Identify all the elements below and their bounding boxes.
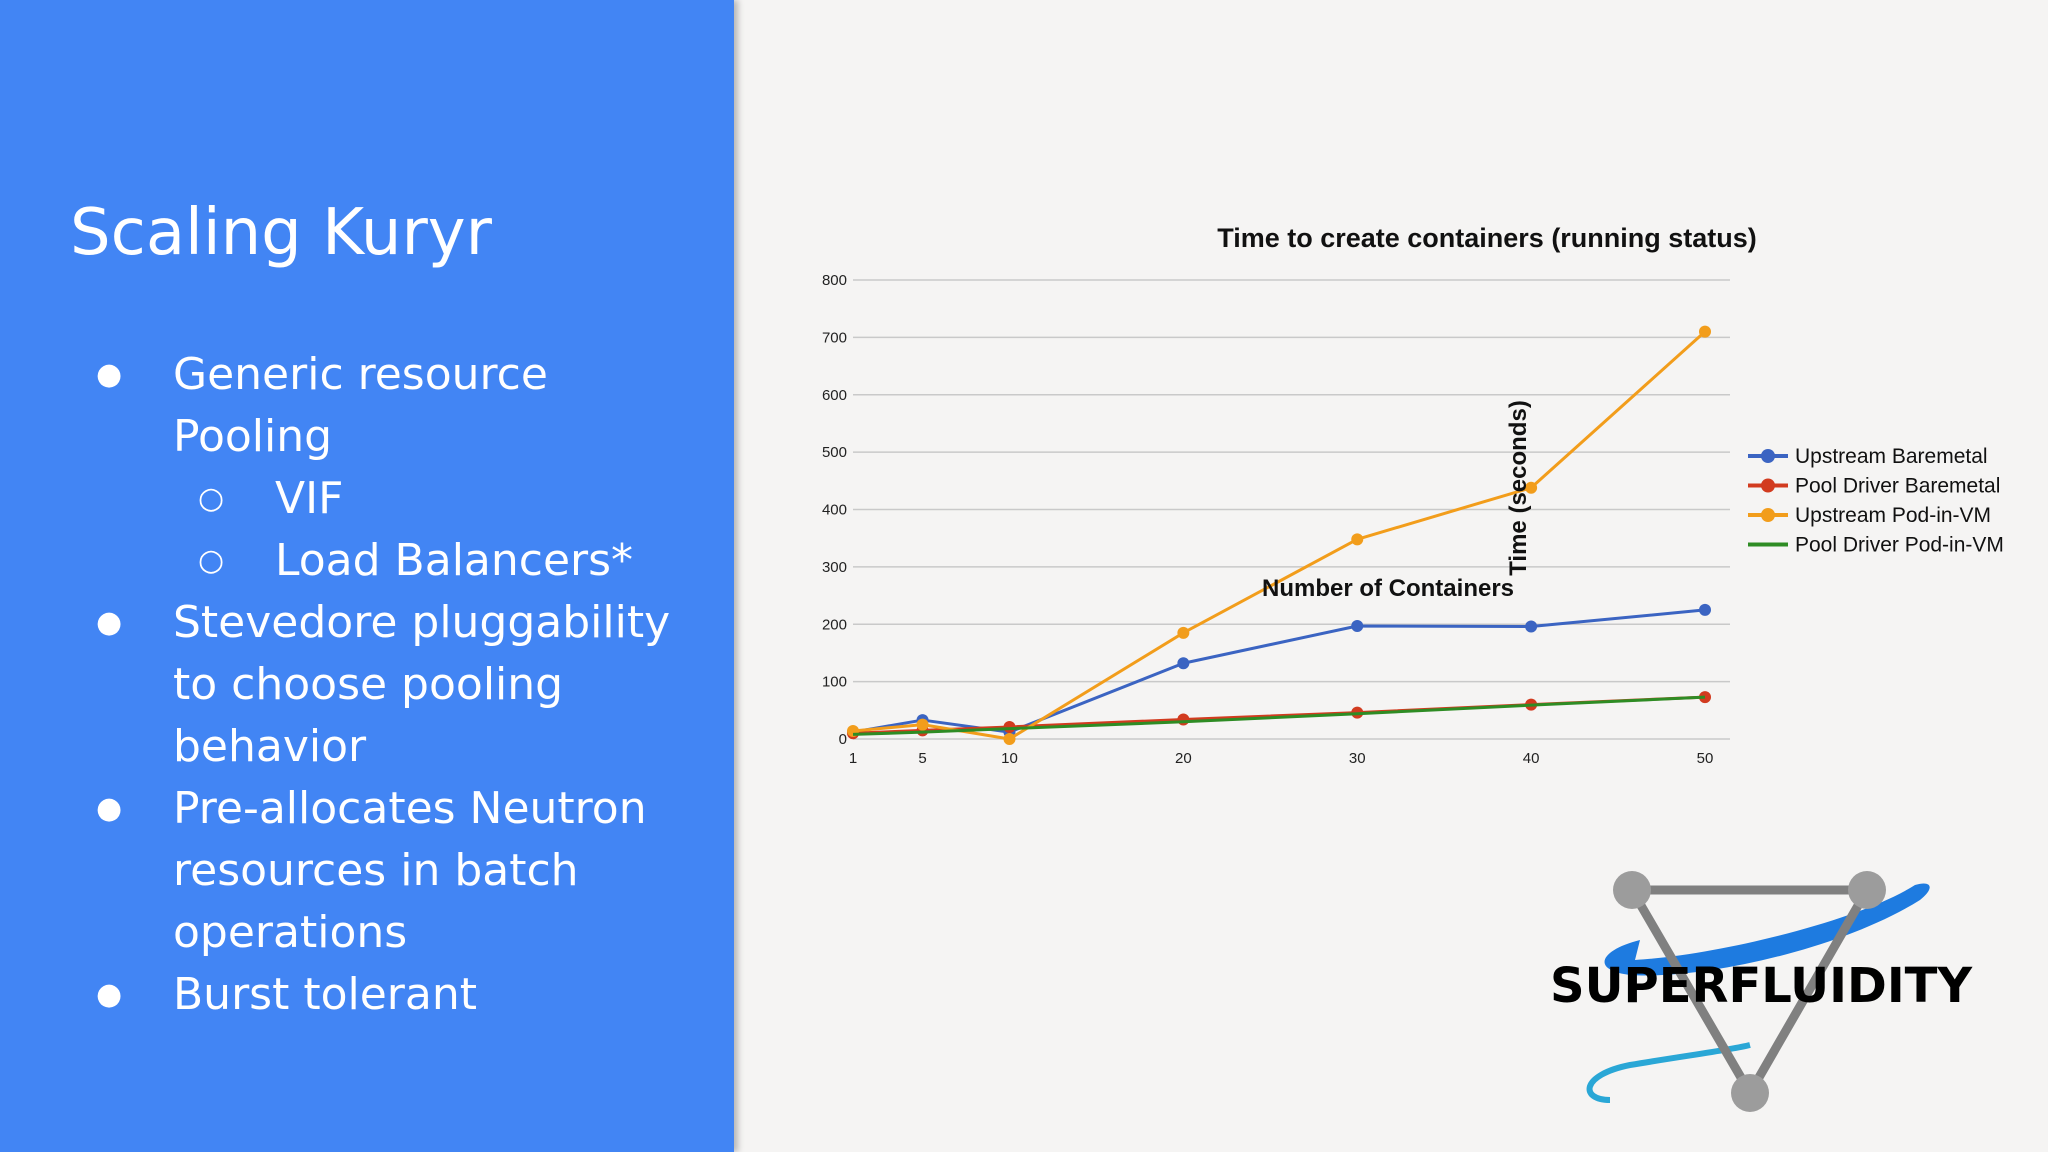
x-tick-labels: 1 5 10 20 30 40 50 xyxy=(849,750,1714,767)
y-axis-label: Time (seconds) xyxy=(1505,400,1532,576)
bullet-text: Generic resource Pooling xyxy=(173,349,548,462)
x-tick-label: 50 xyxy=(1697,750,1714,767)
line-chart: Time to create containers (running statu… xyxy=(822,223,2004,767)
data-point xyxy=(1351,533,1364,546)
chart-legend: Upstream Baremetal Pool Driver Baremetal U… xyxy=(1748,445,2004,557)
data-point xyxy=(1699,603,1711,616)
legend-label: Upstream Pod-in-VM xyxy=(1795,504,1991,527)
bullet-item: ○ VIF xyxy=(0,468,734,530)
bullet-item: ○ Load Balancers* xyxy=(0,530,734,592)
y-tick-label: 400 xyxy=(822,502,847,519)
y-tick-label: 700 xyxy=(822,329,847,346)
data-point xyxy=(1177,626,1190,639)
bullet-circle-icon: ○ xyxy=(198,481,225,516)
data-point xyxy=(916,718,929,731)
data-point xyxy=(1699,691,1711,704)
data-point xyxy=(1003,733,1016,745)
x-axis-label: Number of Containers xyxy=(1262,575,1514,602)
data-point xyxy=(1177,657,1190,670)
legend-marker xyxy=(1761,478,1775,493)
data-point xyxy=(1525,620,1538,633)
bullet-text: Pre-allocates Neutron resources in batch… xyxy=(173,783,647,958)
bullet-item: ● Burst tolerant xyxy=(0,964,734,1026)
x-tick-label: 40 xyxy=(1523,750,1540,767)
y-tick-label: 600 xyxy=(822,387,847,404)
legend-label: Upstream Baremetal xyxy=(1795,445,1988,468)
x-tick-label: 30 xyxy=(1349,750,1366,767)
bullet-text: Burst tolerant xyxy=(173,969,477,1020)
legend-marker xyxy=(1761,449,1775,463)
series-line xyxy=(852,330,1707,741)
data-point xyxy=(1003,720,1016,733)
chart-series xyxy=(847,325,1711,745)
bullet-dot-icon: ● xyxy=(96,357,123,392)
x-tick-label: 20 xyxy=(1175,750,1192,767)
superfluidity-logo: SUPERFLUIDITY xyxy=(1550,871,1973,1112)
legend-label: Pool Driver Baremetal xyxy=(1795,475,2000,498)
y-tick-label: 500 xyxy=(822,444,847,461)
y-tick-label: 200 xyxy=(822,616,847,633)
bullet-dot-icon: ● xyxy=(96,791,123,826)
data-point xyxy=(1525,481,1538,494)
bullet-text: VIF xyxy=(275,473,344,524)
bullet-text: Load Balancers* xyxy=(275,535,634,586)
series-line xyxy=(852,608,1706,734)
data-point xyxy=(1351,619,1364,632)
bullet-item: ● Pre-allocates Neutron resources in batc… xyxy=(0,778,734,964)
y-tick-label: 800 xyxy=(822,272,847,289)
y-tick-label: 0 xyxy=(839,731,847,748)
bullet-circle-icon: ○ xyxy=(198,543,225,578)
swoosh-icon xyxy=(1604,883,1930,976)
bullet-item: ● Generic resource Pooling xyxy=(0,344,734,468)
chart-title: Time to create containers (running statu… xyxy=(1217,223,1757,253)
y-tick-labels: 0 100 200 300 400 500 600 700 800 xyxy=(822,272,847,748)
data-point xyxy=(1699,325,1711,338)
bullet-text: Stevedore pluggability to choose pooling… xyxy=(173,597,671,772)
triangle-icon xyxy=(1627,885,1872,1098)
series-line xyxy=(852,695,1706,736)
bullet-item: ● Stevedore pluggability to choose poolin… xyxy=(0,592,734,778)
x-tick-label: 1 xyxy=(849,750,857,767)
data-point xyxy=(1177,713,1190,726)
y-tick-label: 100 xyxy=(822,674,847,691)
x-tick-label: 10 xyxy=(1001,750,1018,767)
bullet-list: ● Generic resource Pooling ○ VIF ○ Load Balan… xyxy=(0,344,734,1026)
bullet-dot-icon: ● xyxy=(96,605,123,640)
bullet-dot-icon: ● xyxy=(96,977,123,1012)
chart-grid xyxy=(853,279,1730,740)
y-tick-label: 300 xyxy=(822,559,847,576)
legend-label: Pool Driver Pod-in-VM xyxy=(1795,534,2004,557)
x-tick-label: 5 xyxy=(918,750,926,767)
left-panel: Scaling Kuryr ● Generic resource Pooling ○… xyxy=(0,0,734,1152)
logo-text: SUPERFLUIDITY xyxy=(1550,958,1973,1014)
legend-marker xyxy=(1761,508,1775,522)
slide-title: Scaling Kuryr xyxy=(70,196,492,270)
